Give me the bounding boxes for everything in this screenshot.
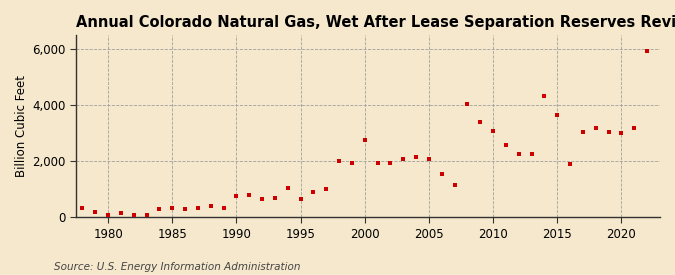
Point xyxy=(526,152,537,156)
Point xyxy=(192,205,203,210)
Point xyxy=(231,194,242,199)
Point xyxy=(218,205,229,210)
Point xyxy=(642,48,653,53)
Point xyxy=(321,187,331,191)
Point xyxy=(475,120,486,124)
Point xyxy=(244,193,254,197)
Point xyxy=(591,125,601,130)
Point xyxy=(154,207,165,211)
Point xyxy=(282,186,293,190)
Point xyxy=(128,212,139,217)
Point xyxy=(629,125,640,130)
Point xyxy=(103,212,113,217)
Point xyxy=(256,197,267,201)
Point xyxy=(539,93,550,98)
Point xyxy=(603,130,614,134)
Point xyxy=(552,113,563,117)
Point xyxy=(141,212,152,217)
Point xyxy=(565,162,576,166)
Point xyxy=(385,161,396,165)
Point xyxy=(372,161,383,165)
Point xyxy=(180,207,190,211)
Point xyxy=(410,155,421,159)
Point xyxy=(436,172,447,176)
Point xyxy=(398,156,408,161)
Point xyxy=(77,205,88,210)
Point xyxy=(167,205,178,210)
Point xyxy=(346,161,357,165)
Point xyxy=(423,156,434,161)
Point xyxy=(450,183,460,187)
Point xyxy=(269,196,280,200)
Point xyxy=(333,159,344,164)
Point xyxy=(308,190,319,194)
Y-axis label: Billion Cubic Feet: Billion Cubic Feet xyxy=(15,75,28,177)
Point xyxy=(205,204,216,208)
Point xyxy=(115,211,126,215)
Point xyxy=(616,131,627,136)
Point xyxy=(359,138,370,142)
Point xyxy=(295,197,306,201)
Point xyxy=(501,142,512,147)
Point xyxy=(514,152,524,156)
Text: Source: U.S. Energy Information Administration: Source: U.S. Energy Information Administ… xyxy=(54,262,300,272)
Point xyxy=(462,102,473,106)
Point xyxy=(90,210,101,214)
Point xyxy=(488,128,499,133)
Text: Annual Colorado Natural Gas, Wet After Lease Separation Reserves Revision Increa: Annual Colorado Natural Gas, Wet After L… xyxy=(76,15,675,30)
Point xyxy=(578,130,589,134)
